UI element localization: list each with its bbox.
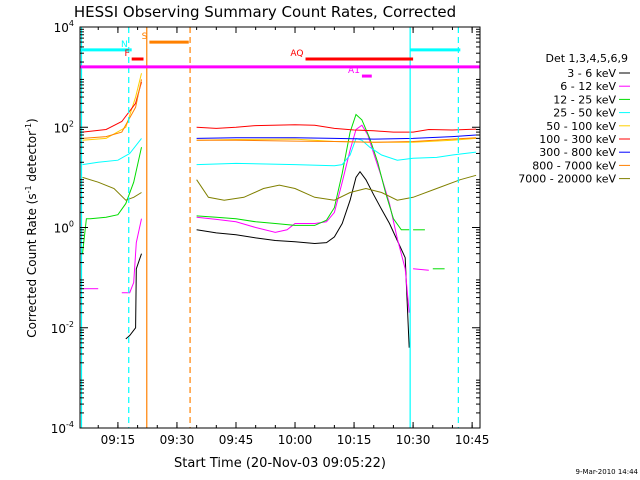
legend-label-5: 100 - 300 keV: [539, 133, 616, 146]
axis-layer: 09:15 09:30 09:45 10:00 10:15 10:30 10:45 10-4 1…: [51, 19, 490, 447]
vertical-lines-layer: [80, 27, 459, 428]
x-tick-label-0: 09:15: [101, 433, 136, 447]
series-line-6-seg-0: [196, 134, 477, 140]
flag-label-7: A1: [348, 66, 360, 76]
x-tick-label-5: 10:30: [396, 433, 431, 447]
chart-title: HESSI Observing Summary Count Rates, Cor…: [74, 3, 456, 21]
flag-label-4: F: [125, 49, 130, 59]
series-line-3-seg-0: [82, 138, 142, 166]
x-tick-label-3: 10:00: [278, 433, 313, 447]
series-line-8-seg-1: [196, 174, 477, 201]
y-tick-label-2: 100: [54, 220, 74, 236]
y-axis-label-exp2: -1: [24, 123, 33, 131]
legend-label-1: 6 - 12 keV: [560, 80, 616, 93]
y-tick-label-1: 10-2: [51, 320, 74, 336]
flag-label-3: S: [142, 32, 148, 42]
y-axis-label-mid: detector: [25, 131, 39, 186]
x-tick-label-1: 09:30: [160, 433, 195, 447]
y-axis-label: Corrected Count Rate (s-1 detector-1): [24, 118, 39, 337]
series-line-0-seg-1: [196, 170, 410, 348]
y-tick-label-0: 10-4: [51, 420, 74, 436]
x-axis-label: Start Time (20-Nov-03 09:05:22): [174, 456, 386, 471]
y-tick-label-4: 104: [54, 19, 74, 35]
series-line-5-seg-1: [196, 124, 477, 133]
legend-label-3: 25 - 50 keV: [553, 107, 616, 120]
legend-label-0: 3 - 6 keV: [567, 67, 616, 80]
flag-bars-layer: N S F AQ A1: [80, 32, 480, 78]
series-line-7-seg-0: [82, 79, 142, 139]
series-line-1-seg-2: [196, 124, 410, 313]
flag-label-5: AQ: [290, 49, 303, 59]
series-layer: [82, 73, 477, 348]
series-line-2-seg-1: [196, 113, 410, 231]
legend-label-7: 800 - 7000 keV: [532, 159, 616, 172]
legend-label-4: 50 - 100 keV: [546, 120, 616, 133]
y-axis-label-main: Corrected Count Rate (s: [25, 193, 39, 337]
x-tick-label-6: 10:45: [455, 433, 490, 447]
series-line-0-seg-0: [125, 253, 142, 340]
y-axis-label-exp1: -1: [24, 185, 33, 193]
legend-label-8: 7000 - 20000 keV: [518, 173, 616, 186]
legend-label-6: 300 - 800 keV: [539, 146, 616, 159]
y-tick-label-3: 102: [54, 119, 74, 135]
series-line-1-seg-3: [413, 268, 429, 271]
x-tick-label-4: 10:15: [337, 433, 372, 447]
y-axis-label-end: ): [25, 118, 39, 123]
series-line-7-seg-1: [196, 137, 477, 143]
series-line-3-seg-1: [196, 137, 477, 167]
series-line-1-seg-1: [121, 218, 142, 294]
flag-label-2: N: [121, 40, 128, 50]
footer-date: 9-Mar-2010 14:44: [576, 468, 639, 476]
series-line-8-seg-0: [82, 176, 142, 201]
series-line-4-seg-0: [82, 73, 142, 141]
x-tick-label-2: 09:45: [219, 433, 254, 447]
legend-label-2: 12 - 25 keV: [553, 93, 616, 106]
series-line-2-seg-0: [82, 147, 142, 254]
legend-title: Det 1,3,4,5,6,9: [545, 52, 628, 65]
series-line-5-seg-0: [82, 81, 142, 133]
